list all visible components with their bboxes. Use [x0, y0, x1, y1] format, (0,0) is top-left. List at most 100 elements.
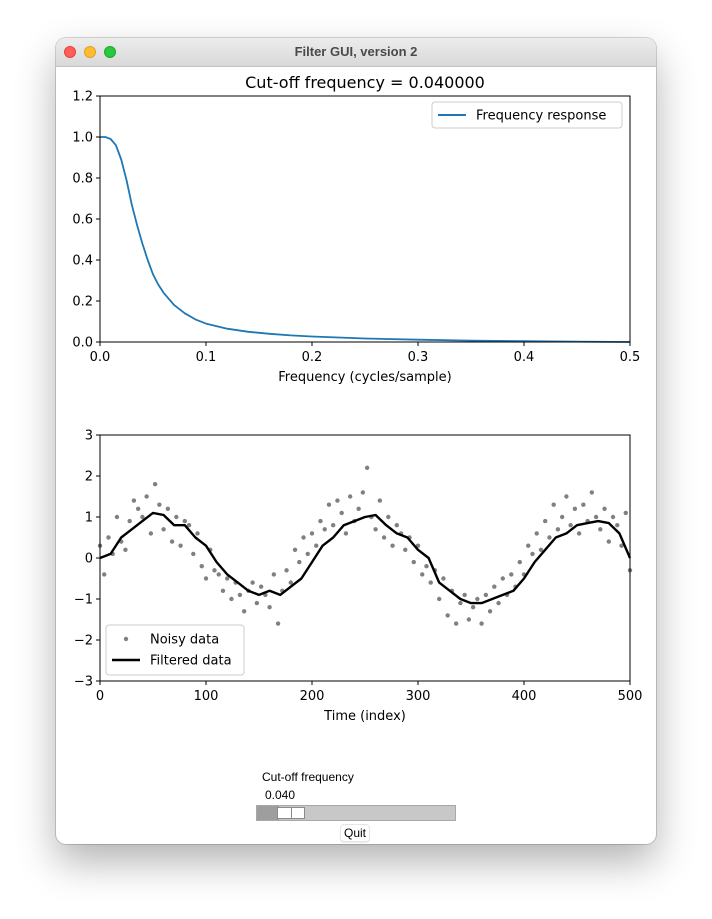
chart2-y-tick-label: 0	[85, 552, 93, 567]
chart2-noisy-point	[106, 535, 111, 540]
chart2-noisy-point	[301, 535, 306, 540]
chart1-y-tick-label: 0.4	[72, 254, 93, 269]
chart2-noisy-point	[453, 621, 459, 626]
chart2-noisy-point	[623, 510, 628, 516]
chart2-noisy-point	[470, 605, 476, 610]
chart1-y-tick-label: 0.6	[72, 213, 93, 228]
chart1-x-tick-label: 0.3	[408, 350, 429, 365]
chart2-noisy-point	[589, 490, 595, 495]
chart2-noisy-point	[343, 531, 349, 536]
chart2-noisy-point	[360, 490, 366, 495]
chart2-noisy-point	[568, 523, 573, 528]
chart2-noisy-point	[267, 605, 272, 610]
chart2-x-tick-label: 500	[618, 689, 643, 704]
chart2-noisy-point	[441, 576, 446, 581]
chart2-noisy-point	[534, 531, 539, 536]
chart2-noisy-point	[216, 572, 221, 577]
chart2-noisy-point	[458, 600, 463, 606]
chart2-noisy-point	[254, 600, 260, 606]
chart2-noisy-point	[364, 465, 370, 470]
chart2-noisy-point	[288, 580, 293, 585]
chart2-noisy-point	[225, 576, 230, 581]
chart2-noisy-point	[615, 523, 620, 528]
chart2-noisy-point	[237, 592, 243, 598]
chart1-x-axis-label: Frequency (cycles/sample)	[278, 370, 451, 385]
chart2-x-tick-label: 0	[96, 689, 104, 704]
chart2-noisy-point	[123, 547, 128, 552]
chart2-noisy-point	[135, 506, 141, 511]
chart2-filtered-data-line	[99, 511, 632, 605]
chart2-y-tick-label: −2	[74, 634, 93, 649]
chart2-x-axis-label: Time (index)	[323, 709, 406, 724]
chart1-legend-box	[431, 101, 623, 129]
chart2-noisy-point	[559, 514, 565, 520]
slider-label: Cut-off frequency	[262, 770, 354, 784]
chart1-y-tick-label: 0.0	[72, 336, 93, 351]
chart2-legend-label: Noisy data	[150, 633, 219, 648]
chart2-noisy-point	[309, 531, 315, 536]
chart2-y-tick-label: 2	[85, 470, 93, 485]
chart2-noisy-point	[102, 572, 107, 577]
chart1-x-tick-label: 0.1	[196, 350, 217, 365]
chart2-noisy-point	[377, 498, 383, 503]
filter-gui-window: Filter GUI, version 2 0.0 0.1 0.2 0.3 0.4 0.5…	[56, 38, 656, 844]
chart1-y-tick-label: 1.0	[72, 131, 93, 146]
chart2-noisy-point	[492, 584, 497, 589]
chart1-x-tick-label: 0.0	[90, 350, 111, 365]
chart2-y-tick-label: −3	[74, 675, 93, 690]
chart2-noisy-point	[394, 523, 399, 528]
chart2-x-tick-label: 100	[194, 689, 219, 704]
close-window-button[interactable]	[64, 46, 76, 58]
chart1-x-tick-label: 0.5	[620, 350, 641, 365]
chart1-x-tick-label: 0.4	[514, 350, 535, 365]
chart2-noisy-point	[593, 514, 599, 520]
minimize-window-button[interactable]	[84, 46, 96, 58]
chart1-y-tick-label: 0.8	[72, 172, 93, 187]
slider-value: 0.040	[265, 788, 296, 802]
chart2-noisy-point	[157, 502, 162, 507]
maximize-window-button[interactable]	[104, 46, 116, 58]
chart1-frequency-response-line	[100, 136, 631, 343]
chart2-noisy-point	[161, 527, 166, 532]
chart2-noisy-point	[572, 506, 578, 511]
chart1-axes-frame	[99, 95, 631, 343]
chart2-noisy-point	[191, 551, 196, 557]
chart2-noisy-point	[169, 539, 175, 544]
chart2-noisy-point	[598, 527, 603, 532]
chart2-noisy-point	[292, 547, 298, 552]
chart2-noisy-point	[212, 568, 217, 573]
chart2-noisy-point	[114, 514, 120, 520]
chart2-noisy-point	[165, 506, 171, 511]
chart2-noisy-point	[284, 568, 289, 573]
chart2-noisy-point	[127, 518, 132, 524]
chart2-noisy-point	[373, 527, 378, 532]
chart2-noisy-point	[606, 539, 611, 544]
chart2-legend-label: Filtered data	[150, 654, 232, 669]
chart2-noisy-point	[250, 580, 255, 585]
chart2-noisy-point	[487, 609, 493, 614]
chart2-noisy-point	[186, 523, 192, 528]
chart2-noisy-point	[131, 498, 137, 503]
chart2-noisy-point	[437, 596, 442, 602]
chart2-noisy-point	[390, 543, 395, 548]
chart2-noisy-point	[466, 617, 472, 622]
quit-button[interactable]: Quit	[340, 824, 370, 842]
chart2-noisy-point	[347, 494, 353, 499]
cutoff-frequency-slider[interactable]	[256, 805, 456, 821]
chart2-noisy-point	[500, 576, 505, 581]
chart2-noisy-point	[148, 531, 154, 536]
chart2-noisy-point	[140, 514, 145, 520]
chart2-noisy-point	[326, 502, 332, 507]
chart2-noisy-point	[174, 514, 179, 520]
title-bar: Filter GUI, version 2	[56, 38, 656, 67]
slider-thumb[interactable]	[276, 807, 305, 819]
chart2-noisy-point	[424, 564, 429, 569]
chart1-legend-label: Frequency response	[476, 109, 606, 124]
chart2-noisy-point	[403, 547, 408, 552]
chart2-noisy-point	[322, 527, 327, 532]
chart2-legend-box	[105, 624, 245, 676]
chart2-noisy-point	[381, 535, 387, 540]
chart2-noisy-point	[420, 572, 425, 577]
chart2-noisy-point	[411, 559, 416, 565]
chart2-noisy-point	[428, 580, 433, 585]
